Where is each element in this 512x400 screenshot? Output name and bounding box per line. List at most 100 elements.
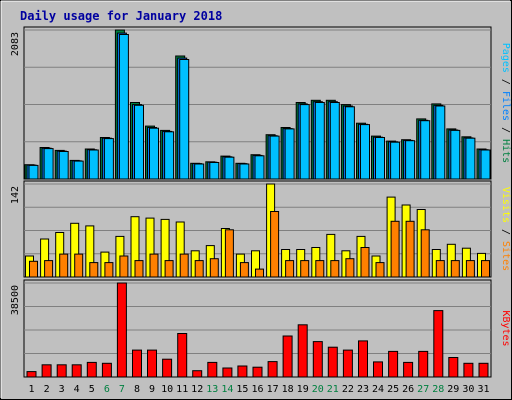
x-tick-label: 11 [176, 384, 188, 395]
bar-kbytes-day-20 [312, 341, 323, 378]
bar-kbytes-day-21 [327, 346, 338, 378]
x-tick-label: 10 [161, 384, 173, 395]
bar-kbytes-day-14 [222, 367, 233, 378]
bar-hits-day-16 [254, 155, 265, 180]
bar-kbytes-day-28 [433, 310, 444, 378]
bar-hits-day-5 [88, 149, 99, 180]
bar-hits-day-3 [58, 151, 69, 180]
y-max-label: 142 [10, 186, 21, 204]
x-tick-label: 25 [387, 384, 399, 395]
bar-kbytes-day-22 [342, 349, 353, 378]
panel-hits: 2083 Pages / Files / Hits [10, 26, 511, 180]
x-tick-label: 19 [297, 384, 309, 395]
bar-kbytes-day-1 [26, 371, 37, 378]
bar-kbytes-day-30 [463, 362, 474, 378]
bar-visits-day-29 [450, 260, 460, 278]
bar-hits-day-21 [329, 102, 340, 180]
bar-hits-day-11 [179, 59, 190, 180]
chart-title: Daily usage for January 2018 [20, 9, 222, 23]
bar-hits-day-20 [314, 102, 325, 180]
bar-visits-day-12 [194, 260, 204, 278]
panel-visits: 142 Visits / Sites [10, 180, 511, 278]
bar-visits-day-8 [134, 260, 144, 278]
bar-hits-day-15 [239, 163, 250, 180]
bar-visits-day-21 [330, 260, 340, 278]
bar-visits-day-31 [481, 260, 490, 278]
x-tick-label: 2 [44, 384, 50, 395]
x-tick-label: 7 [119, 384, 125, 395]
x-tick-label: 21 [327, 384, 339, 395]
x-tick-label: 17 [267, 384, 279, 395]
bar-kbytes-day-19 [297, 324, 308, 378]
bar-visits-day-9 [149, 253, 159, 278]
bar-hits-day-13 [209, 162, 220, 180]
bar-hits-day-25 [390, 141, 401, 180]
panel-background [23, 279, 492, 378]
bar-hits-day-7 [118, 34, 129, 180]
bar-visits-day-24 [375, 262, 385, 278]
bar-hits-day-6 [103, 138, 114, 180]
x-tick-label: 5 [89, 384, 95, 395]
bar-hits-day-26 [405, 140, 416, 180]
bar-hits-day-18 [284, 128, 295, 180]
x-tick-label: 23 [357, 384, 369, 395]
bar-visits-day-4 [74, 253, 84, 278]
x-tick-label: 27 [417, 384, 429, 395]
legend-entry: KBytes [500, 310, 511, 346]
x-tick-label: 13 [206, 384, 218, 395]
bar-visits-day-5 [89, 262, 99, 278]
panel-kbytes: 38500 KBytes [10, 279, 511, 378]
bar-hits-day-24 [375, 137, 385, 180]
bar-kbytes-day-3 [56, 364, 67, 378]
bar-visits-day-17 [270, 211, 280, 278]
bar-kbytes-day-16 [252, 366, 263, 378]
bar-kbytes-day-2 [41, 364, 52, 378]
legend-entry: / [500, 73, 511, 91]
bar-kbytes-day-5 [86, 361, 97, 378]
bar-kbytes-day-9 [147, 349, 157, 378]
x-tick-label: 8 [134, 384, 140, 395]
bar-visits-day-26 [405, 220, 415, 278]
bar-visits-day-28 [435, 260, 445, 278]
x-tick-label: 14 [221, 384, 233, 395]
x-tick-label: 12 [191, 384, 203, 395]
legend-entry: Sites [500, 241, 511, 271]
legend-entry: Hits [500, 139, 511, 163]
x-tick-label: 1 [28, 384, 34, 395]
y-max-label: 2083 [10, 32, 21, 56]
x-tick-label: 3 [59, 384, 65, 395]
x-tick-label: 9 [149, 384, 155, 395]
bar-visits-day-22 [345, 258, 355, 278]
bar-visits-day-14 [224, 229, 234, 278]
bar-hits-day-10 [164, 131, 175, 180]
bar-visits-day-11 [179, 253, 189, 278]
bar-kbytes-day-11 [177, 333, 188, 378]
bar-visits-day-30 [465, 260, 475, 278]
x-tick-label: 4 [74, 384, 80, 395]
bar-visits-day-13 [209, 258, 219, 278]
bar-kbytes-day-23 [358, 340, 368, 378]
bar-kbytes-day-25 [388, 350, 399, 378]
bar-visits-day-7 [119, 255, 129, 278]
bar-hits-day-29 [450, 129, 461, 180]
legend-entry: / [500, 223, 511, 241]
bar-hits-day-19 [299, 104, 310, 180]
bar-hits-day-9 [149, 127, 159, 180]
bar-kbytes-day-29 [448, 357, 459, 378]
bar-visits-day-1 [29, 260, 38, 278]
bar-hits-day-31 [480, 149, 491, 180]
bar-visits-day-18 [285, 260, 295, 278]
x-tick-label: 18 [282, 384, 294, 395]
bar-hits-day-12 [194, 163, 205, 180]
x-tick-label: 16 [251, 384, 263, 395]
x-tick-label: 6 [104, 384, 110, 395]
bar-hits-day-28 [435, 105, 446, 180]
bar-hits-day-27 [420, 120, 431, 180]
bar-kbytes-day-6 [101, 362, 112, 378]
bar-kbytes-day-8 [132, 349, 142, 378]
bar-kbytes-day-13 [207, 361, 218, 378]
bar-visits-day-2 [44, 260, 54, 278]
bar-visits-day-6 [104, 262, 114, 278]
bar-hits-day-23 [360, 124, 370, 180]
x-tick-label: 26 [402, 384, 414, 395]
